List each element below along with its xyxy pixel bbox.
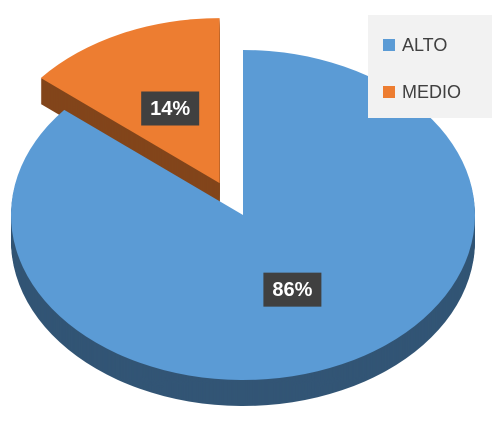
legend-label: MEDIO <box>402 82 461 102</box>
legend-swatch <box>383 39 395 51</box>
slice <box>10 50 475 380</box>
legend <box>368 15 492 118</box>
pie <box>10 18 475 406</box>
legend-swatch <box>383 86 395 98</box>
data-label-box <box>141 91 200 126</box>
legend-label: ALTO <box>402 35 447 55</box>
slice <box>40 18 220 184</box>
data-label: 86% <box>272 279 312 301</box>
data-label-box <box>263 272 322 307</box>
data-label: 14% <box>150 98 190 120</box>
